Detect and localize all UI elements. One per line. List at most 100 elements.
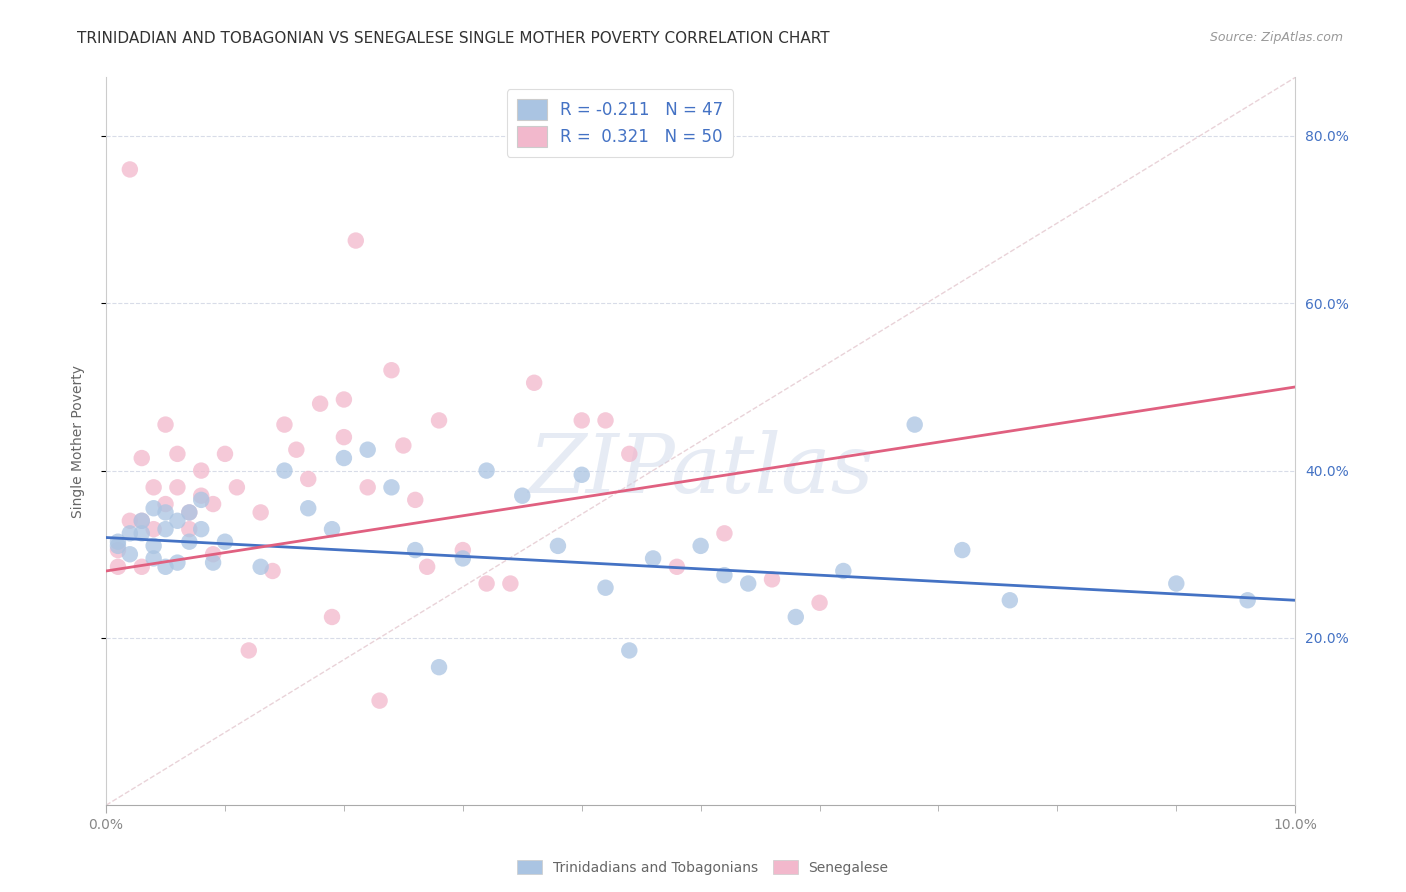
- Point: [451, 543, 474, 558]
- Point: [785, 610, 807, 624]
- Point: [451, 551, 474, 566]
- Point: [761, 572, 783, 586]
- Point: [166, 514, 188, 528]
- Point: [641, 551, 664, 566]
- Point: [344, 234, 367, 248]
- Point: [380, 363, 402, 377]
- Point: [475, 576, 498, 591]
- Point: [333, 430, 356, 444]
- Legend: Trinidadians and Tobagonians, Senegalese: Trinidadians and Tobagonians, Senegalese: [512, 855, 894, 880]
- Point: [392, 438, 415, 452]
- Point: [297, 472, 319, 486]
- Point: [142, 522, 165, 536]
- Point: [368, 693, 391, 707]
- Point: [202, 547, 225, 561]
- Point: [131, 451, 153, 466]
- Point: [309, 397, 332, 411]
- Point: [510, 489, 533, 503]
- Point: [404, 492, 426, 507]
- Point: [142, 539, 165, 553]
- Point: [808, 596, 831, 610]
- Point: [179, 522, 201, 536]
- Point: [155, 417, 177, 432]
- Point: [190, 464, 212, 478]
- Point: [904, 417, 927, 432]
- Point: [321, 522, 343, 536]
- Point: [179, 505, 201, 519]
- Point: [249, 559, 271, 574]
- Text: ZIPatlas: ZIPatlas: [527, 431, 873, 510]
- Point: [131, 514, 153, 528]
- Point: [131, 514, 153, 528]
- Point: [427, 660, 450, 674]
- Point: [595, 581, 617, 595]
- Point: [166, 447, 188, 461]
- Point: [142, 480, 165, 494]
- Point: [285, 442, 308, 457]
- Point: [737, 576, 759, 591]
- Point: [118, 162, 141, 177]
- Point: [1166, 576, 1188, 591]
- Point: [131, 526, 153, 541]
- Point: [619, 447, 641, 461]
- Point: [107, 543, 129, 558]
- Point: [547, 539, 569, 553]
- Point: [131, 559, 153, 574]
- Point: [190, 489, 212, 503]
- Point: [404, 543, 426, 558]
- Point: [713, 568, 735, 582]
- Point: [179, 505, 201, 519]
- Point: [214, 447, 236, 461]
- Point: [523, 376, 546, 390]
- Point: [380, 480, 402, 494]
- Point: [179, 534, 201, 549]
- Point: [202, 497, 225, 511]
- Point: [214, 534, 236, 549]
- Point: [499, 576, 522, 591]
- Point: [190, 522, 212, 536]
- Point: [416, 559, 439, 574]
- Point: [107, 534, 129, 549]
- Point: [571, 467, 593, 482]
- Point: [142, 551, 165, 566]
- Point: [155, 505, 177, 519]
- Legend: R = -0.211   N = 47, R =  0.321   N = 50: R = -0.211 N = 47, R = 0.321 N = 50: [506, 89, 734, 157]
- Point: [333, 451, 356, 466]
- Point: [262, 564, 284, 578]
- Text: TRINIDADIAN AND TOBAGONIAN VS SENEGALESE SINGLE MOTHER POVERTY CORRELATION CHART: TRINIDADIAN AND TOBAGONIAN VS SENEGALESE…: [77, 31, 830, 46]
- Point: [333, 392, 356, 407]
- Point: [832, 564, 855, 578]
- Point: [713, 526, 735, 541]
- Point: [107, 559, 129, 574]
- Point: [166, 556, 188, 570]
- Point: [297, 501, 319, 516]
- Point: [665, 559, 688, 574]
- Point: [142, 501, 165, 516]
- Point: [155, 522, 177, 536]
- Point: [427, 413, 450, 427]
- Point: [595, 413, 617, 427]
- Point: [571, 413, 593, 427]
- Point: [118, 547, 141, 561]
- Point: [1236, 593, 1258, 607]
- Point: [357, 480, 380, 494]
- Point: [321, 610, 343, 624]
- Point: [190, 492, 212, 507]
- Point: [202, 556, 225, 570]
- Point: [249, 505, 271, 519]
- Point: [619, 643, 641, 657]
- Point: [357, 442, 380, 457]
- Point: [155, 559, 177, 574]
- Point: [118, 526, 141, 541]
- Point: [689, 539, 711, 553]
- Point: [118, 514, 141, 528]
- Point: [155, 497, 177, 511]
- Text: Source: ZipAtlas.com: Source: ZipAtlas.com: [1209, 31, 1343, 45]
- Y-axis label: Single Mother Poverty: Single Mother Poverty: [72, 365, 86, 518]
- Point: [107, 539, 129, 553]
- Point: [273, 417, 295, 432]
- Point: [166, 480, 188, 494]
- Point: [238, 643, 260, 657]
- Point: [998, 593, 1021, 607]
- Point: [950, 543, 973, 558]
